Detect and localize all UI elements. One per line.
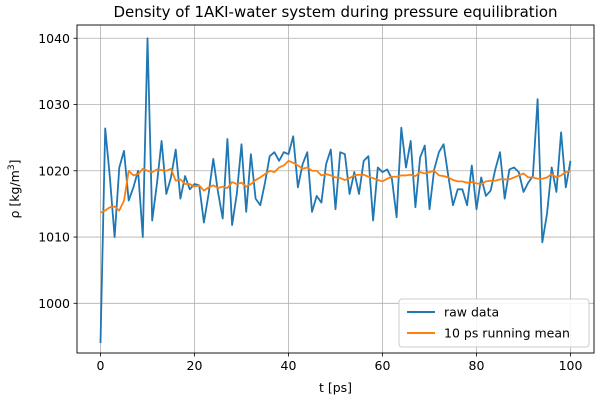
x-tick-label: 100 [559,358,583,373]
y-axis-title-sup: 3 [7,164,17,170]
series-raw-data-line [99,37,572,344]
legend-label-raw-data: raw data [444,305,499,320]
series-running-mean-line [100,159,571,214]
y-tick-label: 1000 [38,296,70,311]
legend: raw data 10 ps running mean [398,298,590,348]
y-axis-title-end: ] [7,160,22,165]
legend-box [398,298,590,348]
chart-title: Density of 1AKI-water system during pres… [113,3,557,21]
plot-series [99,37,572,344]
axes: 0 20 40 60 80 100 1000 1010 1020 1030 1040 [38,24,595,373]
legend-label-running-mean: 10 ps running mean [444,326,570,341]
y-axis-title: ρ [kg/m3] [7,160,22,219]
x-axis-title: t [ps] [319,380,352,395]
y-tick-label: 1030 [38,97,70,112]
plot-frame [76,24,595,354]
x-tick-label: 40 [281,358,297,373]
x-tick-label: 20 [187,358,203,373]
x-tick-label: 80 [469,358,485,373]
y-axis-title-base: ρ [kg/m [7,170,22,218]
x-tick-label: 60 [375,358,391,373]
y-tick-label: 1020 [38,163,70,178]
y-tick-label: 1040 [38,31,70,46]
y-tick-label: 1010 [38,230,70,245]
x-tick-label: 0 [97,358,105,373]
